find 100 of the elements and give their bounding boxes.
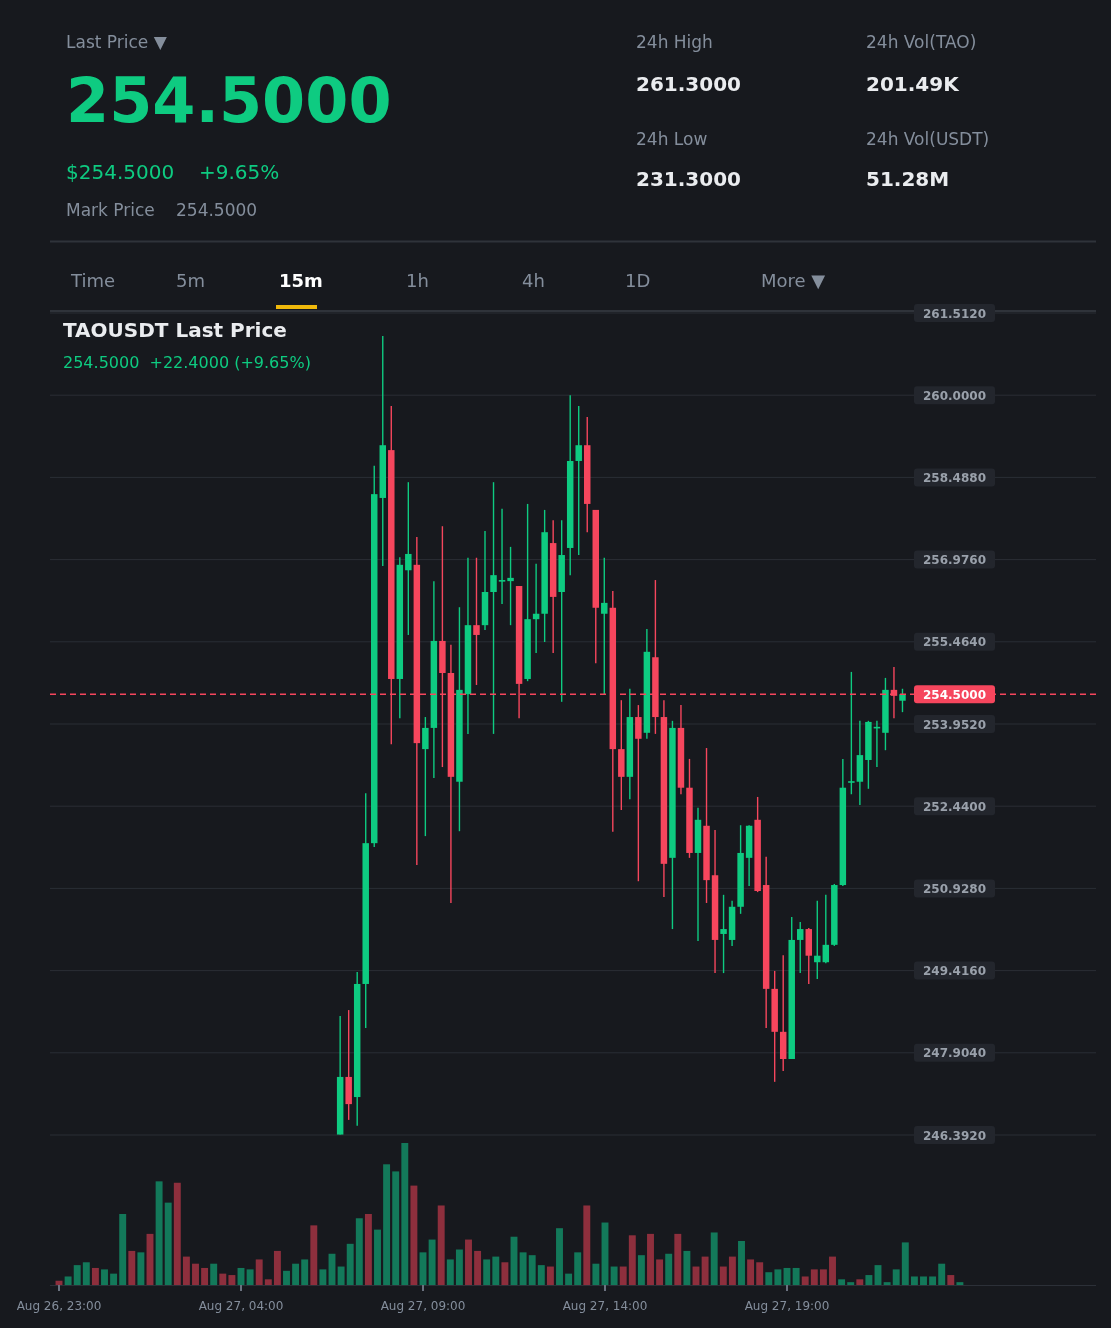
bar (865, 1275, 873, 1285)
bar (319, 1269, 327, 1285)
text: 51.28M (866, 167, 950, 191)
bar (738, 1240, 745, 1285)
text: 231.3000 (636, 167, 742, 191)
text: +9.65% (199, 160, 280, 184)
bar (392, 1171, 400, 1285)
bar (137, 1252, 145, 1285)
bar (246, 1269, 254, 1285)
text: 4h (522, 270, 545, 291)
y-tick-label: 258.4880 (922, 470, 987, 485)
text: Last Price ▼ (66, 32, 168, 52)
chart-title: TAOUSDT Last Price (63, 318, 287, 342)
x-tick-label: Aug 27, 14:00 (562, 1299, 648, 1313)
text: Time (70, 270, 116, 291)
y-tick-label: 250.9280 (922, 881, 987, 896)
candlestick (814, 900, 821, 980)
bar (719, 1266, 727, 1285)
bar (956, 1282, 964, 1285)
bar (228, 1275, 236, 1285)
bar (947, 1275, 955, 1285)
ref-line-label: 254.5000 (922, 687, 987, 702)
bar (920, 1276, 927, 1285)
bar (756, 1262, 764, 1285)
text: 24h Vol(TAO) (866, 32, 977, 52)
bar (437, 1205, 445, 1285)
y-tick-label: 256.9760 (922, 553, 987, 568)
candlestick (473, 557, 480, 686)
bar (64, 1276, 72, 1285)
text: 254.5000 +22.4000 (+9.65%) (63, 353, 311, 372)
bar (483, 1259, 491, 1285)
bar (710, 1232, 718, 1285)
bar (656, 1259, 664, 1285)
bar (892, 1269, 900, 1285)
x-tick-label: Aug 27, 09:00 (380, 1299, 466, 1313)
bar (337, 1266, 345, 1285)
bar (374, 1229, 381, 1285)
bar (292, 1263, 300, 1285)
candlestick (720, 894, 727, 974)
bar (455, 1249, 463, 1285)
bar (101, 1269, 108, 1285)
candlestick (405, 481, 412, 636)
bar (619, 1266, 627, 1285)
text: 24h Low (636, 129, 708, 149)
bar (310, 1225, 318, 1285)
bar (210, 1263, 218, 1285)
candlestick (601, 557, 608, 696)
bar (929, 1276, 937, 1285)
y-tick-label: 260.0000 (922, 388, 987, 403)
bar (565, 1273, 573, 1285)
bar (364, 1214, 372, 1285)
bar (819, 1269, 827, 1285)
text: 254.5000 (176, 200, 258, 220)
candlestick (635, 704, 642, 882)
y-tick-label: 249.4160 (922, 964, 987, 979)
x-tick-label: Aug 27, 19:00 (744, 1299, 830, 1313)
bar (583, 1205, 591, 1285)
bar (546, 1266, 554, 1285)
bar (792, 1267, 800, 1285)
bar (637, 1255, 645, 1285)
text: 201.49K (866, 72, 961, 96)
bar (592, 1263, 600, 1285)
text: $254.5000 (66, 160, 175, 184)
bar (847, 1282, 855, 1285)
candlestick (797, 921, 804, 974)
y-tick-label: 261.5120 (922, 306, 987, 321)
bar (155, 1181, 163, 1285)
candlestick (822, 894, 830, 965)
y-tick-label: 246.3920 (922, 1128, 987, 1143)
bar (519, 1252, 527, 1285)
bar (428, 1239, 436, 1285)
candlestick (575, 405, 582, 556)
text: 261.3000 (636, 72, 742, 96)
bar (810, 1269, 818, 1285)
bar (301, 1259, 309, 1285)
bar (192, 1263, 199, 1285)
bar (273, 1250, 281, 1285)
bar (119, 1214, 127, 1285)
x-tick-label: Aug 27, 04:00 (198, 1299, 284, 1313)
bar (383, 1164, 391, 1285)
bar (747, 1259, 755, 1285)
bar (829, 1256, 836, 1285)
bar (164, 1202, 172, 1285)
bar (683, 1250, 691, 1285)
bar (283, 1270, 290, 1285)
text: 5m (176, 270, 205, 291)
bar (128, 1250, 136, 1285)
bar (674, 1233, 682, 1285)
bar (574, 1252, 582, 1285)
bar (728, 1256, 736, 1285)
bar (838, 1279, 846, 1285)
y-tick-label: 253.9520 (922, 717, 987, 732)
bar (82, 1262, 90, 1285)
bar (537, 1265, 545, 1285)
x-tick-label: Aug 26, 23:00 (16, 1299, 102, 1313)
bar (182, 1256, 190, 1285)
text: 24h High (636, 32, 713, 52)
text: 1h (406, 270, 429, 291)
bar (901, 1242, 909, 1285)
bar (465, 1239, 472, 1285)
